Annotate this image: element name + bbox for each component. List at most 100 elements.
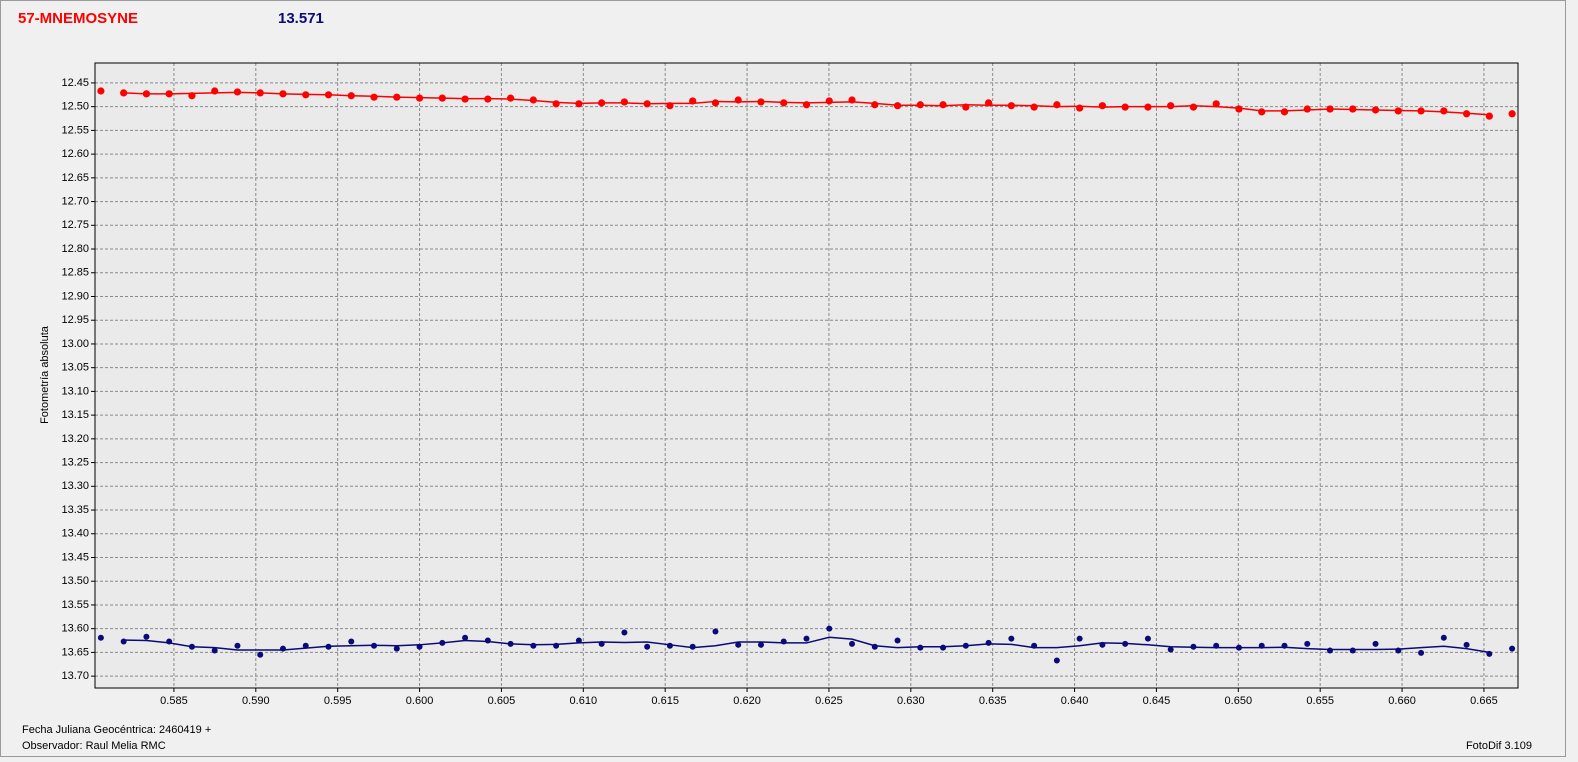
data-point xyxy=(1007,102,1015,110)
x-tick-label: 0.600 xyxy=(406,695,434,707)
data-point xyxy=(780,638,787,645)
observer: Observador: Raul Melia RMC xyxy=(22,740,166,752)
plot-area xyxy=(95,63,1518,688)
data-point xyxy=(1462,110,1471,118)
data-point xyxy=(279,645,286,652)
data-point xyxy=(462,634,469,641)
data-point xyxy=(940,644,947,651)
x-tick-label: 0.615 xyxy=(651,695,679,707)
data-point xyxy=(257,651,264,658)
y-tick-label: 12.45 xyxy=(61,77,89,89)
data-point xyxy=(939,101,947,109)
y-tick-label: 13.05 xyxy=(61,362,89,374)
y-axis-label: Fotometría absoluta xyxy=(39,325,51,424)
data-point xyxy=(553,642,560,649)
y-tick-label: 12.60 xyxy=(61,148,89,160)
y-tick-label: 13.40 xyxy=(61,528,89,540)
data-point xyxy=(802,101,811,109)
data-point xyxy=(1371,106,1380,114)
data-point xyxy=(1349,647,1356,654)
data-point xyxy=(1213,642,1220,649)
data-point xyxy=(620,98,629,106)
data-point xyxy=(916,101,924,109)
data-point xyxy=(1440,634,1447,641)
data-point xyxy=(120,638,127,645)
data-point xyxy=(484,95,492,103)
data-point xyxy=(234,642,241,649)
data-point xyxy=(1280,108,1289,116)
data-point xyxy=(1008,635,1015,642)
data-point xyxy=(689,643,696,650)
y-tick-label: 12.95 xyxy=(61,314,89,326)
data-point xyxy=(757,641,764,648)
data-point xyxy=(507,640,514,647)
data-point xyxy=(1053,101,1061,109)
data-point xyxy=(188,643,195,650)
data-point xyxy=(962,103,970,111)
x-tick-label: 0.665 xyxy=(1470,695,1498,707)
data-point xyxy=(279,90,287,98)
y-tick-label: 12.90 xyxy=(61,290,89,302)
data-point xyxy=(233,88,242,96)
data-point xyxy=(666,102,674,110)
data-point xyxy=(1349,105,1357,113)
data-point xyxy=(1190,643,1197,650)
data-point xyxy=(575,100,583,108)
data-point xyxy=(415,94,424,102)
data-point xyxy=(871,101,879,109)
x-tick-label: 0.660 xyxy=(1388,695,1416,707)
data-point xyxy=(324,91,333,99)
chart-subtitle: 13.571 xyxy=(278,10,324,27)
x-tick-label: 0.650 xyxy=(1225,695,1253,707)
data-point xyxy=(530,642,537,649)
data-point xyxy=(780,99,788,107)
data-point xyxy=(643,100,651,108)
chart-title: 57-MNEMOSYNE xyxy=(18,10,138,27)
data-point xyxy=(1418,649,1425,656)
data-point xyxy=(461,95,469,103)
data-point xyxy=(848,96,856,104)
data-point xyxy=(1076,635,1083,642)
data-point xyxy=(484,637,491,644)
data-point xyxy=(1440,107,1448,115)
data-point xyxy=(757,98,765,106)
y-tick-label: 12.55 xyxy=(61,124,89,136)
x-tick-label: 0.625 xyxy=(815,695,843,707)
data-point xyxy=(393,645,400,652)
data-point xyxy=(1098,102,1106,110)
data-point xyxy=(1121,103,1129,111)
data-point xyxy=(1235,105,1243,113)
data-point xyxy=(188,92,196,100)
data-point xyxy=(575,637,582,644)
data-point xyxy=(917,644,924,651)
y-tick-label: 13.00 xyxy=(61,338,89,350)
data-point xyxy=(1212,100,1220,108)
data-point xyxy=(1372,640,1379,647)
data-point xyxy=(711,99,720,107)
y-tick-label: 13.10 xyxy=(61,385,89,397)
x-tick-label: 0.605 xyxy=(488,695,516,707)
x-tick-label: 0.585 xyxy=(160,695,188,707)
data-point xyxy=(984,99,993,107)
data-point xyxy=(256,89,264,97)
data-point xyxy=(826,625,833,632)
data-point xyxy=(1053,657,1060,664)
y-tick-label: 13.30 xyxy=(61,480,89,492)
data-point xyxy=(347,92,355,100)
data-point xyxy=(1122,640,1129,647)
data-point xyxy=(1167,102,1175,110)
y-tick-label: 13.45 xyxy=(61,551,89,563)
data-point xyxy=(666,642,673,649)
data-point xyxy=(1189,103,1198,111)
data-point xyxy=(1508,110,1516,118)
data-point xyxy=(1235,644,1242,651)
data-point xyxy=(348,638,355,645)
data-point xyxy=(1485,112,1493,120)
y-tick-label: 12.80 xyxy=(61,243,89,255)
data-point xyxy=(598,99,606,107)
data-point xyxy=(1144,103,1152,111)
data-point xyxy=(849,640,856,647)
y-tick-label: 13.50 xyxy=(61,575,89,587)
x-tick-label: 0.595 xyxy=(324,695,352,707)
